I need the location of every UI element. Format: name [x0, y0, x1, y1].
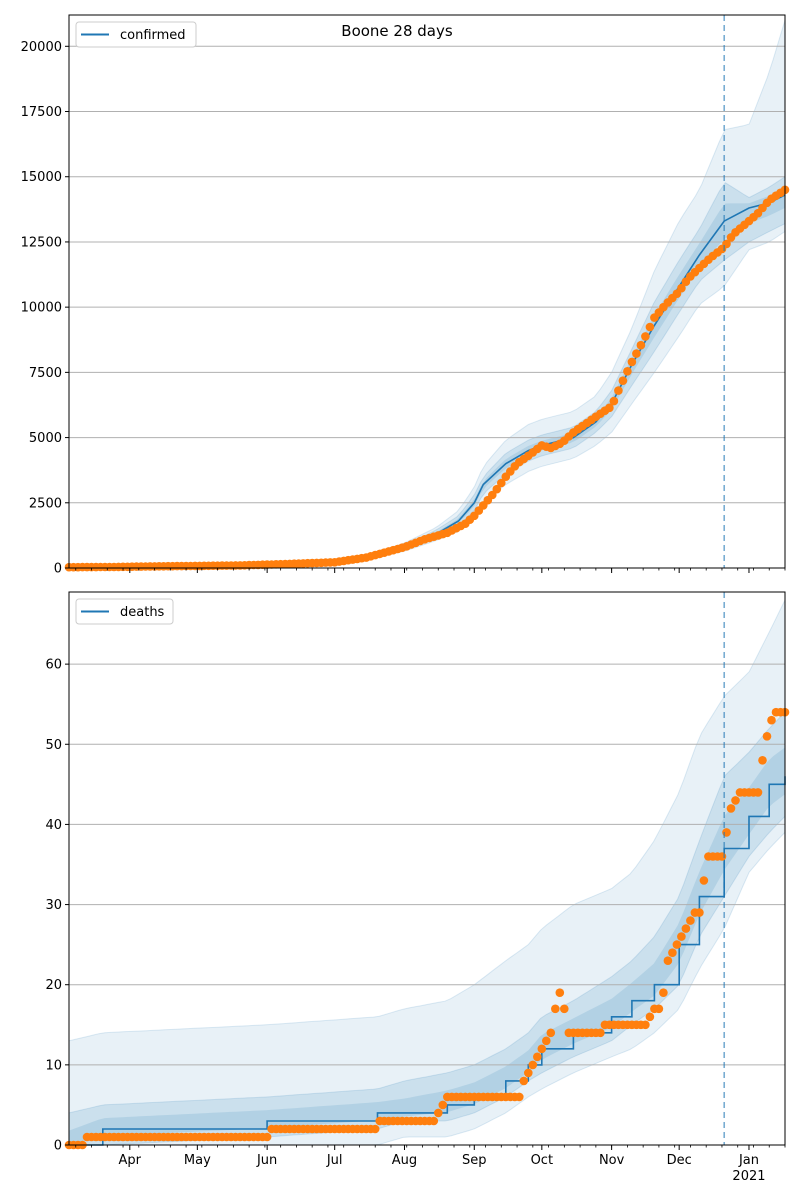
deaths-observed-point — [370, 1124, 380, 1134]
y-tick-label: 17500 — [21, 105, 62, 120]
deaths-legend: deaths — [75, 598, 174, 625]
confirmed-chart-panel: 0 2500 5000 7500 10000 12500 15000 17500 20000 B… — [21, 14, 790, 577]
deaths-observed-point — [262, 1132, 272, 1142]
x-tick-label: Jul — [326, 1153, 343, 1168]
deaths-observed-point — [699, 876, 709, 885]
deaths-observed-point — [596, 1028, 605, 1038]
deaths-observed-point — [753, 788, 763, 797]
chart-title: Boone 28 days — [341, 22, 453, 40]
deaths-observed-point — [758, 756, 767, 765]
y-tick-label: 0 — [54, 562, 62, 577]
confirmed-legend-box — [75, 21, 197, 48]
x-tick-label: Aug — [392, 1153, 417, 1168]
confirmed-observed-point — [605, 403, 614, 413]
deaths-observed-point — [726, 804, 736, 813]
y-tick-label: 5000 — [29, 431, 62, 446]
confirmed-observed-point — [488, 490, 497, 500]
x-tick-label: Jan — [738, 1153, 759, 1168]
deaths-observed-point — [677, 932, 686, 941]
deaths-observed-point — [537, 1044, 547, 1054]
confirmed-observed-point — [636, 340, 646, 350]
deaths-y-axis: 0 10 20 30 40 50 60 — [45, 658, 69, 1154]
deaths-observed-point — [542, 1036, 551, 1046]
deaths-legend-label: deaths — [120, 605, 165, 620]
confirmed-observed-point — [641, 332, 650, 341]
deaths-observed-point — [659, 988, 668, 997]
deaths-observed-point — [524, 1068, 533, 1078]
deaths-observed-point — [641, 1020, 650, 1030]
x-tick-label: Nov — [599, 1153, 625, 1168]
confirmed-observed-point — [645, 322, 655, 332]
deaths-observed-point — [686, 916, 695, 925]
deaths-observed-point — [515, 1092, 524, 1102]
x-tick-label: Oct — [531, 1153, 553, 1168]
deaths-plot-frame — [68, 591, 786, 1146]
confirmed-legend: confirmed — [75, 21, 197, 48]
y-tick-label: 12500 — [21, 235, 62, 250]
x-tick-label: Apr — [119, 1153, 142, 1168]
confirmed-observed-points — [64, 185, 790, 572]
y-tick-label: 15000 — [21, 170, 62, 185]
confirmed-grid — [69, 45, 785, 569]
deaths-observed-point — [762, 732, 772, 741]
confirmed-observed-point — [677, 283, 686, 293]
y-tick-label: 20 — [45, 978, 62, 993]
confirmed-observed-point — [492, 484, 502, 494]
deaths-observed-point — [695, 908, 704, 917]
deaths-chart-panel: 0 10 20 30 40 50 60 Apr May Jun Jul Aug Sep Oct Nov De… — [45, 591, 790, 1184]
deaths-observed-point — [681, 924, 691, 933]
y-tick-label: 7500 — [29, 366, 62, 381]
y-tick-label: 50 — [45, 738, 62, 753]
confirmed-observed-point — [623, 367, 632, 376]
deaths-legend-box — [75, 598, 174, 625]
deaths-observed-point — [434, 1108, 443, 1118]
deaths-observed-point — [672, 940, 682, 949]
confirmed-observed-point — [632, 349, 641, 358]
x-tick-label: May — [184, 1153, 211, 1168]
confirmed-band-central — [69, 186, 785, 568]
confirmed-observed-point — [627, 357, 637, 367]
deaths-observed-point — [429, 1116, 439, 1126]
confirmed-legend-label: confirmed — [120, 28, 186, 43]
deaths-observed-point — [560, 1004, 569, 1014]
x-tick-year-label: 2021 — [732, 1169, 765, 1184]
deaths-observed-point — [668, 948, 677, 957]
deaths-observed-point — [546, 1028, 556, 1038]
deaths-observed-point — [533, 1052, 542, 1062]
deaths-observed-point — [663, 956, 673, 965]
confirmed-observed-point — [497, 478, 506, 488]
confirmed-observed-point — [609, 396, 619, 406]
confirmed-x-axis — [75, 568, 786, 573]
confirmed-observed-point — [618, 376, 628, 386]
deaths-observed-point — [528, 1060, 538, 1070]
y-tick-label: 30 — [45, 898, 62, 913]
x-tick-label: Sep — [462, 1153, 487, 1168]
y-tick-label: 10000 — [21, 301, 62, 316]
confirmed-y-axis: 0 2500 5000 7500 10000 12500 15000 17500 20000 — [21, 40, 69, 577]
deaths-observed-point — [438, 1100, 448, 1110]
deaths-observed-point — [551, 1004, 560, 1014]
x-tick-label: Jun — [256, 1153, 277, 1168]
x-tick-label: Dec — [667, 1153, 692, 1168]
y-tick-label: 20000 — [21, 40, 62, 55]
deaths-observed-point — [555, 988, 565, 997]
y-tick-label: 10 — [45, 1058, 62, 1073]
confirmed-observed-point — [614, 386, 623, 395]
deaths-observed-point — [731, 796, 740, 805]
y-tick-label: 60 — [45, 658, 62, 673]
deaths-observed-point — [767, 715, 776, 725]
y-tick-label: 40 — [45, 818, 62, 833]
y-tick-label: 2500 — [29, 496, 62, 511]
deaths-observed-point — [519, 1076, 529, 1086]
deaths-observed-point — [717, 852, 727, 861]
confirmed-plot-frame — [68, 14, 786, 569]
deaths-observed-point — [654, 1004, 664, 1014]
deaths-observed-points — [64, 707, 790, 1150]
deaths-observed-point — [645, 1012, 655, 1022]
y-tick-label: 0 — [54, 1139, 62, 1154]
